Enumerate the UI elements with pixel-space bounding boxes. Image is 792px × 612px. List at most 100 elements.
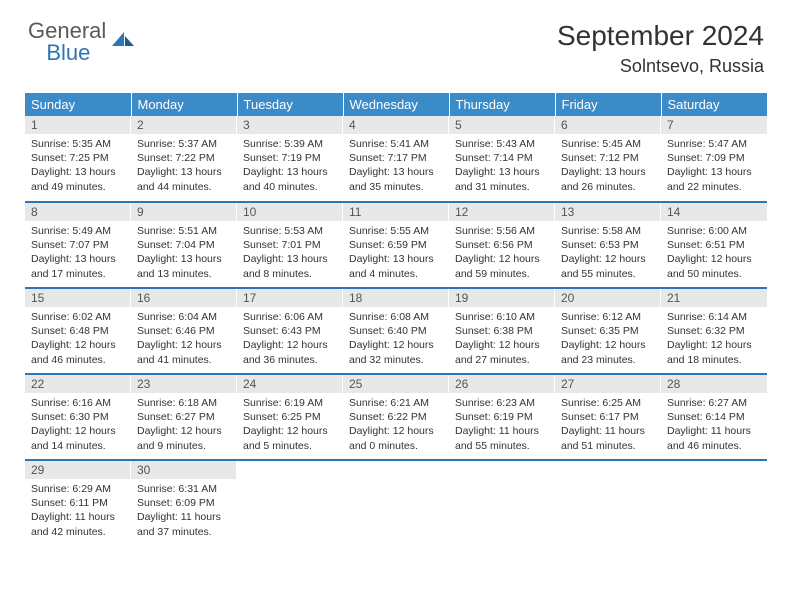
day-number: 30	[131, 461, 237, 479]
day-details: Sunrise: 5:41 AMSunset: 7:17 PMDaylight:…	[343, 134, 449, 198]
day-details: Sunrise: 6:31 AMSunset: 6:09 PMDaylight:…	[131, 479, 237, 543]
calendar-week-row: 22Sunrise: 6:16 AMSunset: 6:30 PMDayligh…	[25, 374, 767, 460]
day-details: Sunrise: 5:45 AMSunset: 7:12 PMDaylight:…	[555, 134, 661, 198]
day-number: 25	[343, 375, 449, 393]
weekday-header-row: SundayMondayTuesdayWednesdayThursdayFrid…	[25, 93, 767, 116]
day-number: 24	[237, 375, 343, 393]
day-number: 21	[661, 289, 767, 307]
calendar-cell: 6Sunrise: 5:45 AMSunset: 7:12 PMDaylight…	[555, 116, 661, 202]
day-number: 18	[343, 289, 449, 307]
logo: General Blue	[28, 20, 136, 64]
day-number: 15	[25, 289, 131, 307]
logo-word-blue: Blue	[46, 40, 90, 65]
calendar-cell: 11Sunrise: 5:55 AMSunset: 6:59 PMDayligh…	[343, 202, 449, 288]
day-details: Sunrise: 6:10 AMSunset: 6:38 PMDaylight:…	[449, 307, 555, 371]
day-details: Sunrise: 6:19 AMSunset: 6:25 PMDaylight:…	[237, 393, 343, 457]
calendar-cell: ..	[449, 460, 555, 546]
weekday-header: Friday	[555, 93, 661, 116]
calendar-cell: ..	[343, 460, 449, 546]
day-number: 4	[343, 116, 449, 134]
calendar-week-row: 1Sunrise: 5:35 AMSunset: 7:25 PMDaylight…	[25, 116, 767, 202]
calendar-cell: 24Sunrise: 6:19 AMSunset: 6:25 PMDayligh…	[237, 374, 343, 460]
day-details: Sunrise: 6:18 AMSunset: 6:27 PMDaylight:…	[131, 393, 237, 457]
day-number: 26	[449, 375, 555, 393]
calendar-body: 1Sunrise: 5:35 AMSunset: 7:25 PMDaylight…	[25, 116, 767, 546]
calendar-cell: 22Sunrise: 6:16 AMSunset: 6:30 PMDayligh…	[25, 374, 131, 460]
weekday-header: Wednesday	[343, 93, 449, 116]
calendar-cell: ..	[237, 460, 343, 546]
day-details: Sunrise: 6:12 AMSunset: 6:35 PMDaylight:…	[555, 307, 661, 371]
calendar-cell: 23Sunrise: 6:18 AMSunset: 6:27 PMDayligh…	[131, 374, 237, 460]
day-details: Sunrise: 6:06 AMSunset: 6:43 PMDaylight:…	[237, 307, 343, 371]
calendar-cell: 4Sunrise: 5:41 AMSunset: 7:17 PMDaylight…	[343, 116, 449, 202]
calendar-cell: 14Sunrise: 6:00 AMSunset: 6:51 PMDayligh…	[661, 202, 767, 288]
day-number: 14	[661, 203, 767, 221]
calendar-cell: 30Sunrise: 6:31 AMSunset: 6:09 PMDayligh…	[131, 460, 237, 546]
calendar-cell: 28Sunrise: 6:27 AMSunset: 6:14 PMDayligh…	[661, 374, 767, 460]
calendar-cell: 10Sunrise: 5:53 AMSunset: 7:01 PMDayligh…	[237, 202, 343, 288]
day-number: 17	[237, 289, 343, 307]
day-number: 10	[237, 203, 343, 221]
day-details: Sunrise: 6:08 AMSunset: 6:40 PMDaylight:…	[343, 307, 449, 371]
day-details: Sunrise: 6:02 AMSunset: 6:48 PMDaylight:…	[25, 307, 131, 371]
calendar-week-row: 8Sunrise: 5:49 AMSunset: 7:07 PMDaylight…	[25, 202, 767, 288]
calendar-cell: 29Sunrise: 6:29 AMSunset: 6:11 PMDayligh…	[25, 460, 131, 546]
day-number: 29	[25, 461, 131, 479]
day-details: Sunrise: 6:27 AMSunset: 6:14 PMDaylight:…	[661, 393, 767, 457]
day-details: Sunrise: 6:14 AMSunset: 6:32 PMDaylight:…	[661, 307, 767, 371]
day-number: 3	[237, 116, 343, 134]
calendar-cell: 15Sunrise: 6:02 AMSunset: 6:48 PMDayligh…	[25, 288, 131, 374]
calendar-cell: ..	[555, 460, 661, 546]
calendar-cell: 17Sunrise: 6:06 AMSunset: 6:43 PMDayligh…	[237, 288, 343, 374]
calendar-cell: 19Sunrise: 6:10 AMSunset: 6:38 PMDayligh…	[449, 288, 555, 374]
day-details: Sunrise: 6:00 AMSunset: 6:51 PMDaylight:…	[661, 221, 767, 285]
logo-text: General Blue	[28, 20, 106, 64]
calendar-cell: 8Sunrise: 5:49 AMSunset: 7:07 PMDaylight…	[25, 202, 131, 288]
day-details: Sunrise: 6:04 AMSunset: 6:46 PMDaylight:…	[131, 307, 237, 371]
day-number: 1	[25, 116, 131, 134]
day-details: Sunrise: 5:35 AMSunset: 7:25 PMDaylight:…	[25, 134, 131, 198]
logo-sail-icon	[110, 30, 136, 48]
day-details: Sunrise: 5:49 AMSunset: 7:07 PMDaylight:…	[25, 221, 131, 285]
day-details: Sunrise: 5:37 AMSunset: 7:22 PMDaylight:…	[131, 134, 237, 198]
day-number: 23	[131, 375, 237, 393]
calendar-cell: 25Sunrise: 6:21 AMSunset: 6:22 PMDayligh…	[343, 374, 449, 460]
day-details: Sunrise: 5:58 AMSunset: 6:53 PMDaylight:…	[555, 221, 661, 285]
calendar-cell: 9Sunrise: 5:51 AMSunset: 7:04 PMDaylight…	[131, 202, 237, 288]
day-number: 5	[449, 116, 555, 134]
day-number: 12	[449, 203, 555, 221]
day-number: 28	[661, 375, 767, 393]
title-block: September 2024 Solntsevo, Russia	[557, 20, 764, 77]
weekday-header: Tuesday	[237, 93, 343, 116]
calendar-cell: 13Sunrise: 5:58 AMSunset: 6:53 PMDayligh…	[555, 202, 661, 288]
weekday-header: Saturday	[661, 93, 767, 116]
month-title: September 2024	[557, 20, 764, 52]
day-number: 22	[25, 375, 131, 393]
calendar-cell: 16Sunrise: 6:04 AMSunset: 6:46 PMDayligh…	[131, 288, 237, 374]
day-details: Sunrise: 5:47 AMSunset: 7:09 PMDaylight:…	[661, 134, 767, 198]
weekday-header: Sunday	[25, 93, 131, 116]
calendar-week-row: 15Sunrise: 6:02 AMSunset: 6:48 PMDayligh…	[25, 288, 767, 374]
day-details: Sunrise: 5:39 AMSunset: 7:19 PMDaylight:…	[237, 134, 343, 198]
day-details: Sunrise: 6:25 AMSunset: 6:17 PMDaylight:…	[555, 393, 661, 457]
day-details: Sunrise: 5:51 AMSunset: 7:04 PMDaylight:…	[131, 221, 237, 285]
day-number: 2	[131, 116, 237, 134]
day-details: Sunrise: 6:29 AMSunset: 6:11 PMDaylight:…	[25, 479, 131, 543]
calendar-cell: 12Sunrise: 5:56 AMSunset: 6:56 PMDayligh…	[449, 202, 555, 288]
calendar-cell: 27Sunrise: 6:25 AMSunset: 6:17 PMDayligh…	[555, 374, 661, 460]
calendar-cell: 5Sunrise: 5:43 AMSunset: 7:14 PMDaylight…	[449, 116, 555, 202]
day-number: 8	[25, 203, 131, 221]
day-number: 9	[131, 203, 237, 221]
calendar-cell: ..	[661, 460, 767, 546]
day-number: 27	[555, 375, 661, 393]
day-details: Sunrise: 5:53 AMSunset: 7:01 PMDaylight:…	[237, 221, 343, 285]
weekday-header: Thursday	[449, 93, 555, 116]
calendar-cell: 21Sunrise: 6:14 AMSunset: 6:32 PMDayligh…	[661, 288, 767, 374]
header: General Blue September 2024 Solntsevo, R…	[0, 0, 792, 85]
calendar-cell: 18Sunrise: 6:08 AMSunset: 6:40 PMDayligh…	[343, 288, 449, 374]
weekday-header: Monday	[131, 93, 237, 116]
calendar-cell: 3Sunrise: 5:39 AMSunset: 7:19 PMDaylight…	[237, 116, 343, 202]
calendar-cell: 7Sunrise: 5:47 AMSunset: 7:09 PMDaylight…	[661, 116, 767, 202]
day-number: 11	[343, 203, 449, 221]
calendar-table: SundayMondayTuesdayWednesdayThursdayFrid…	[25, 93, 767, 546]
